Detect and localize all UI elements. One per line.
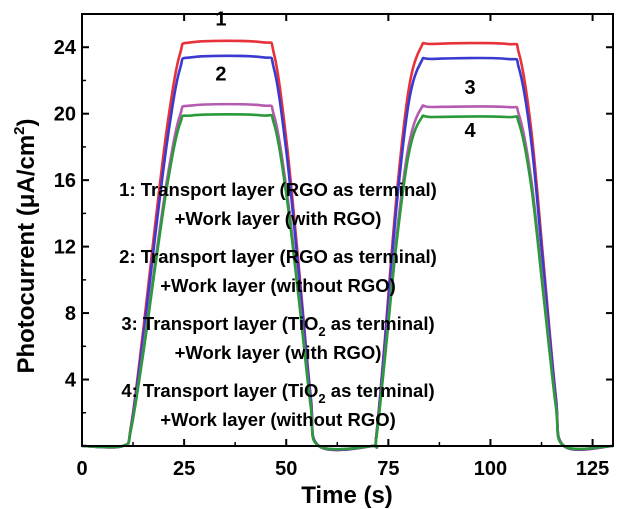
x-tick-label: 125 [576,458,609,480]
legend-entry-2-detail: +Work layer (without RGO) [160,275,396,296]
x-tick-label: 50 [275,458,297,480]
curves-layer [81,39,614,452]
y-tick-label: 20 [54,104,76,126]
x-axis-title: Time (s) [301,482,393,509]
legend-entry-3-detail: +Work layer (with RGO) [175,342,382,363]
legend-entry-4: 4: Transport layer (TiO2 as terminal) [121,380,434,406]
curve-labels-layer: 1 2 3 4 [215,9,476,142]
x-tick-label: 75 [377,458,399,480]
curve-label-1: 1 [215,9,226,31]
x-tick-label: 0 [76,458,87,480]
y-axis-title: Photocurrent (μA/cm2) [11,118,40,373]
curve-label-4: 4 [464,120,476,142]
curve-label-3: 3 [464,77,475,99]
y-tick-label: 24 [54,37,77,59]
legend-entry-4-detail: +Work layer (without RGO) [160,409,396,430]
y-tick-label: 16 [54,170,76,192]
plot-frame [81,13,614,447]
curve-label-2: 2 [215,63,226,85]
legend-entry-3: 3: Transport layer (TiO2 as terminal) [121,313,434,339]
y-tick-label: 4 [65,370,77,392]
x-tick-label: 25 [173,458,195,480]
y-tick-label: 8 [65,303,76,325]
legend-entry-1: 1: Transport layer (RGO as terminal) [119,179,437,200]
y-tick-label: 12 [54,237,76,259]
legend-entry-2: 2: Transport layer (RGO as terminal) [119,246,437,267]
legend-entry-1-detail: +Work layer (with RGO) [175,208,382,229]
x-tick-label: 100 [474,458,507,480]
series-line-4 [81,113,614,451]
legend-layer: 1: Transport layer (RGO as terminal) +Wor… [119,179,437,430]
